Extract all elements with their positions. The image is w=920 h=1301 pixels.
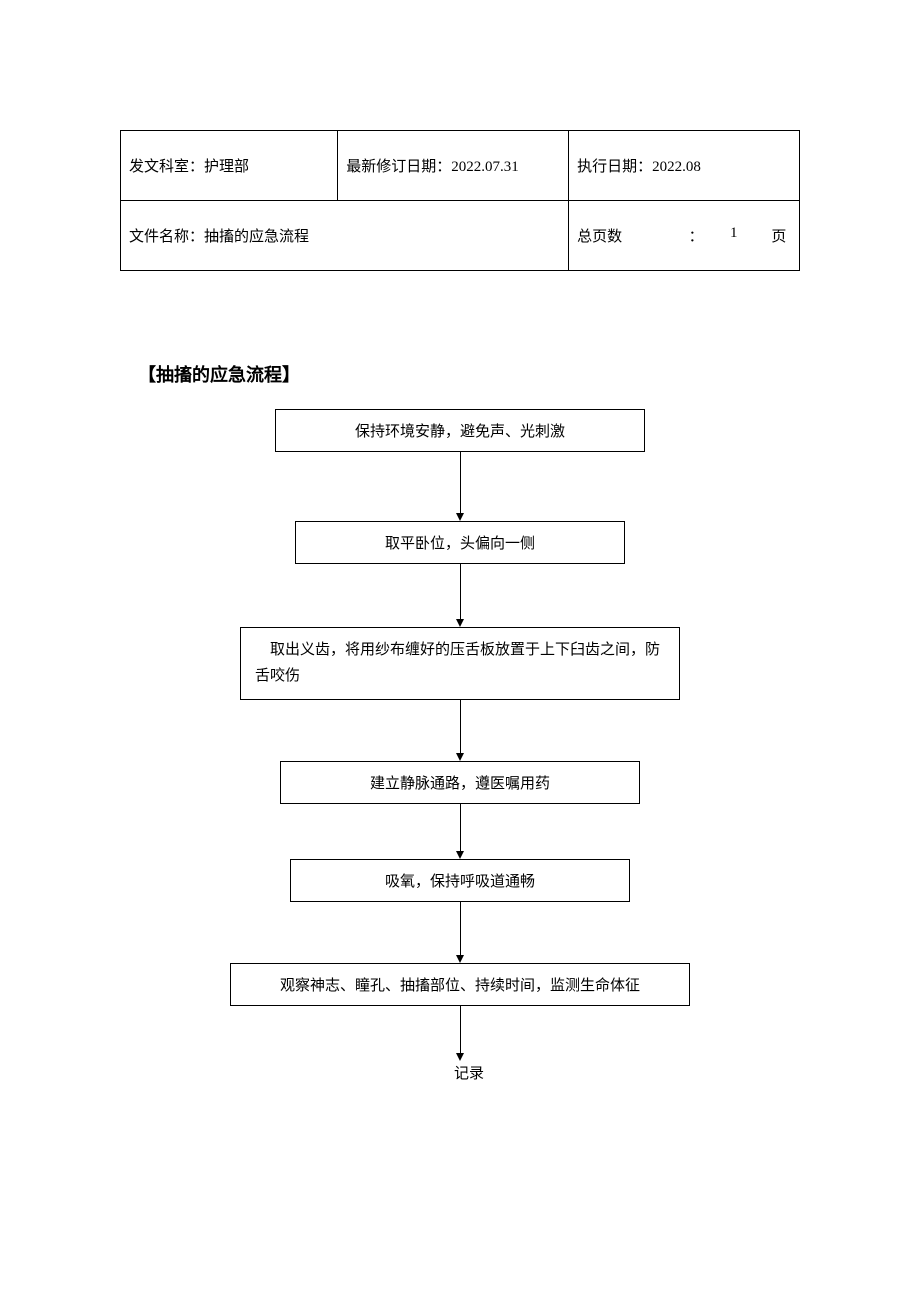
dept-value: 护理部	[204, 159, 249, 175]
doc-name-cell: 文件名称：抽搐的应急流程	[121, 201, 569, 271]
dept-cell: 发文科室：护理部	[121, 131, 338, 201]
flow-final-label: 记录	[454, 1062, 484, 1083]
arrow-head-icon	[456, 513, 464, 521]
page-num: 1	[730, 225, 738, 242]
flow-node-5: 吸氧，保持呼吸道通畅	[290, 859, 630, 902]
dept-label: 发文科室：	[129, 159, 204, 175]
flow-node-1: 保持环境安静，避免声、光刺激	[275, 409, 645, 452]
arrow-line	[460, 564, 461, 620]
arrow-head-icon	[456, 955, 464, 963]
exec-value: 2022.08	[652, 159, 701, 175]
document-header-table: 发文科室：护理部 最新修订日期：2022.07.31 执行日期：2022.08 …	[120, 130, 800, 271]
table-row: 文件名称：抽搐的应急流程 总页数 ： 1 页	[121, 201, 800, 271]
arrow-head-icon	[456, 851, 464, 859]
flow-node-6: 观察神志、瞳孔、抽搐部位、持续时间，监测生命体征	[230, 963, 690, 1006]
arrow-line	[460, 902, 461, 956]
table-row: 发文科室：护理部 最新修订日期：2022.07.31 执行日期：2022.08	[121, 131, 800, 201]
doc-name-value: 抽搐的应急流程	[204, 229, 309, 245]
exec-label: 执行日期：	[577, 159, 652, 175]
arrow-line	[460, 700, 461, 754]
flow-arrow	[456, 700, 464, 761]
arrow-line	[460, 804, 461, 852]
flowchart-container: 保持环境安静，避免声、光刺激 取平卧位，头偏向一侧 取出义齿，将用纱布缠好的压舌…	[120, 409, 800, 1083]
doc-name-label: 文件名称：	[129, 229, 204, 245]
page-count-label: 总页数	[577, 225, 622, 246]
flow-arrow	[456, 564, 464, 627]
arrow-head-icon	[456, 753, 464, 761]
arrow-line	[460, 452, 461, 514]
flow-arrow	[456, 902, 464, 963]
page-unit: 页	[771, 225, 786, 246]
arrow-head-icon	[456, 1053, 464, 1061]
arrow-line	[460, 1006, 461, 1054]
revision-value: 2022.07.31	[451, 159, 519, 175]
flow-arrow	[456, 1006, 464, 1061]
revision-cell: 最新修订日期：2022.07.31	[338, 131, 569, 201]
flow-node-3: 取出义齿，将用纱布缠好的压舌板放置于上下臼齿之间，防舌咬伤	[240, 627, 680, 700]
flow-node-2: 取平卧位，头偏向一侧	[295, 521, 625, 564]
page-count-cell: 总页数 ： 1 页	[569, 201, 800, 271]
revision-label: 最新修订日期：	[346, 159, 451, 175]
arrow-head-icon	[456, 619, 464, 627]
page-colon: ：	[689, 225, 704, 246]
section-title: 【抽搐的应急流程】	[138, 361, 800, 387]
exec-cell: 执行日期：2022.08	[569, 131, 800, 201]
flow-arrow	[456, 804, 464, 859]
flow-node-4: 建立静脉通路，遵医嘱用药	[280, 761, 640, 804]
flow-arrow	[456, 452, 464, 521]
